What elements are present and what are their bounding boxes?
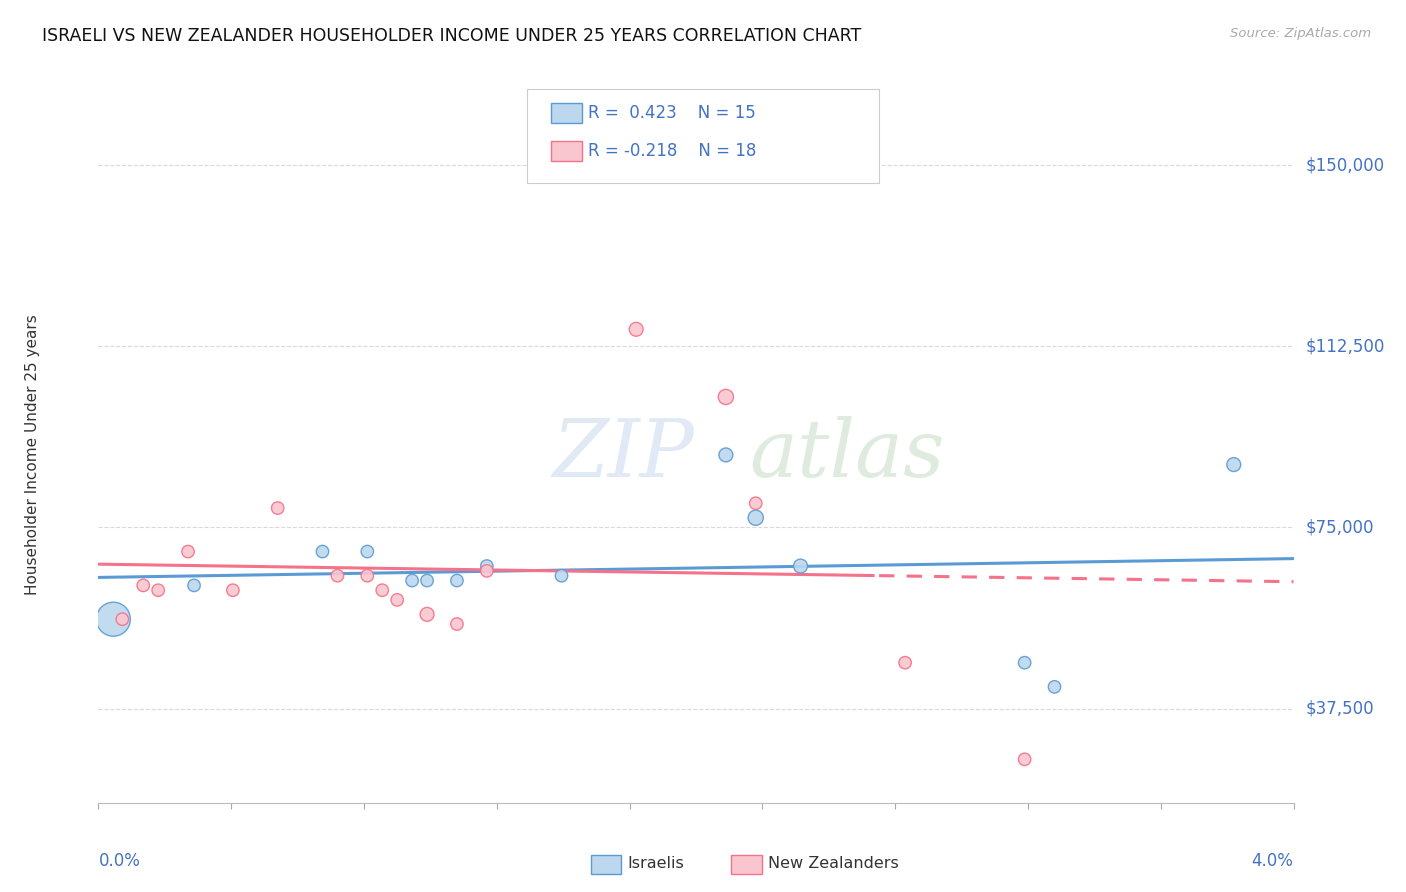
Point [356, 568, 378, 582]
Point [550, 568, 572, 582]
Point [475, 564, 498, 578]
Text: R = -0.218    N = 18: R = -0.218 N = 18 [588, 142, 756, 160]
Point [132, 578, 155, 592]
Text: Householder Income Under 25 years: Householder Income Under 25 years [25, 315, 41, 595]
Point [311, 544, 333, 558]
Point [183, 578, 205, 592]
Point [356, 544, 378, 558]
Text: $150,000: $150,000 [1305, 156, 1385, 174]
Point [789, 559, 811, 574]
Text: New Zealanders: New Zealanders [768, 856, 898, 871]
Text: ISRAELI VS NEW ZEALANDER HOUSEHOLDER INCOME UNDER 25 YEARS CORRELATION CHART: ISRAELI VS NEW ZEALANDER HOUSEHOLDER INC… [42, 27, 862, 45]
Text: $75,000: $75,000 [1305, 518, 1374, 536]
Point [1222, 458, 1246, 472]
Point [475, 559, 498, 574]
Point [371, 583, 394, 598]
Point [446, 617, 468, 632]
Point [894, 656, 917, 670]
Point [416, 607, 439, 622]
Point [416, 574, 439, 588]
Point [446, 574, 468, 588]
Point [326, 568, 349, 582]
Point [401, 574, 423, 588]
Point [111, 612, 134, 626]
Point [222, 583, 245, 598]
Text: atlas: atlas [749, 417, 945, 493]
Point [1014, 752, 1036, 766]
Point [624, 322, 647, 336]
Point [177, 544, 200, 558]
Text: R =  0.423    N = 15: R = 0.423 N = 15 [588, 104, 755, 122]
Point [148, 583, 170, 598]
Point [745, 510, 768, 524]
Point [714, 390, 737, 404]
Text: $37,500: $37,500 [1305, 699, 1374, 717]
Point [103, 612, 125, 626]
Point [385, 592, 409, 607]
Point [267, 501, 290, 516]
Point [714, 448, 737, 462]
Text: $112,500: $112,500 [1305, 337, 1385, 355]
Point [1043, 680, 1066, 694]
Text: ZIP: ZIP [553, 417, 695, 493]
Text: Source: ZipAtlas.com: Source: ZipAtlas.com [1230, 27, 1371, 40]
Point [745, 496, 768, 510]
Text: 4.0%: 4.0% [1251, 852, 1294, 870]
Text: 0.0%: 0.0% [98, 852, 141, 870]
Text: Israelis: Israelis [627, 856, 683, 871]
Point [1014, 656, 1036, 670]
